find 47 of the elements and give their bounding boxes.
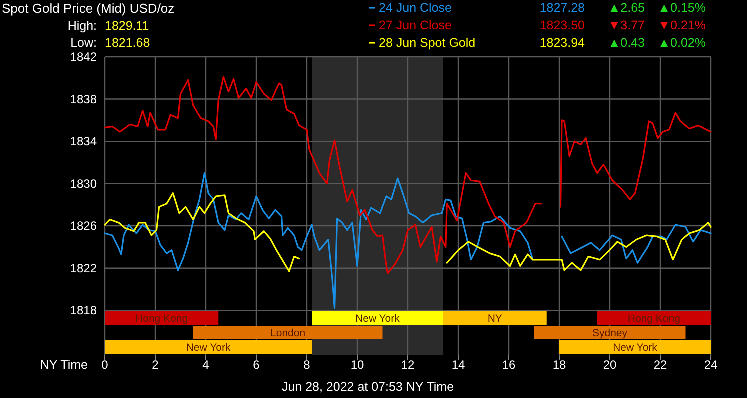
band-label: Sydney xyxy=(592,328,628,340)
band-label: London xyxy=(270,328,306,340)
x-tick-label: 4 xyxy=(202,358,210,372)
text: 1823.94 xyxy=(540,36,586,50)
legend-label: 27 Jun Close xyxy=(379,18,452,32)
chart-title: Spot Gold Price (Mid) USD/oz xyxy=(2,1,175,16)
text: ▲0.43 xyxy=(608,36,646,50)
text: ▼0.21% xyxy=(658,18,706,32)
band-label: Hong Kong xyxy=(136,313,188,325)
legend-label: 24 Jun Close xyxy=(379,1,452,15)
y-tick-label: 1838 xyxy=(70,92,98,106)
y-tick-label: 1826 xyxy=(70,219,98,234)
text: 1823.50 xyxy=(540,18,586,32)
band-label: New York xyxy=(186,342,232,354)
x-tick-label: 12 xyxy=(401,358,415,372)
x-tick-label: 6 xyxy=(253,358,260,372)
text: ▲0.02% xyxy=(658,36,706,50)
text: ▲0.15% xyxy=(658,1,706,15)
x-tick-label: 22 xyxy=(654,358,668,372)
x-tick-label: 8 xyxy=(304,358,311,372)
text: ▼3.77 xyxy=(608,18,646,32)
y-tick-label: 1842 xyxy=(70,50,98,64)
x-tick-label: 14 xyxy=(452,358,466,372)
x-tick-label: 0 xyxy=(102,358,109,372)
legend-label: 28 Jun Spot Gold xyxy=(379,36,476,50)
x-tick-label: 2 xyxy=(152,358,160,372)
text: 1829.11 xyxy=(105,19,150,33)
y-tick-label: 1830 xyxy=(70,176,98,191)
x-axis-title: NY Time xyxy=(40,358,88,372)
text: Low: xyxy=(70,36,97,50)
x-tick-label: 10 xyxy=(350,358,364,372)
x-tick-label: 20 xyxy=(603,358,617,372)
y-tick-label: 1818 xyxy=(70,304,98,318)
x-tick-label: 18 xyxy=(552,358,566,372)
band-label: New York xyxy=(613,342,658,354)
text: 1821.68 xyxy=(105,36,150,50)
x-tick-label: 16 xyxy=(502,358,516,372)
y-tick-label: 1822 xyxy=(70,261,98,276)
y-tick-label: 1834 xyxy=(70,134,98,149)
text: 1827.28 xyxy=(540,1,586,15)
text: ▲2.65 xyxy=(608,1,646,15)
text: Jun 28, 2022 at 07:53 NY Time xyxy=(282,380,454,394)
text: High: xyxy=(68,19,97,33)
band-label: NY xyxy=(488,313,502,325)
band-label: New York xyxy=(356,313,401,325)
band-label: Hong Kong xyxy=(628,313,681,325)
x-tick-label: 24 xyxy=(704,358,718,372)
